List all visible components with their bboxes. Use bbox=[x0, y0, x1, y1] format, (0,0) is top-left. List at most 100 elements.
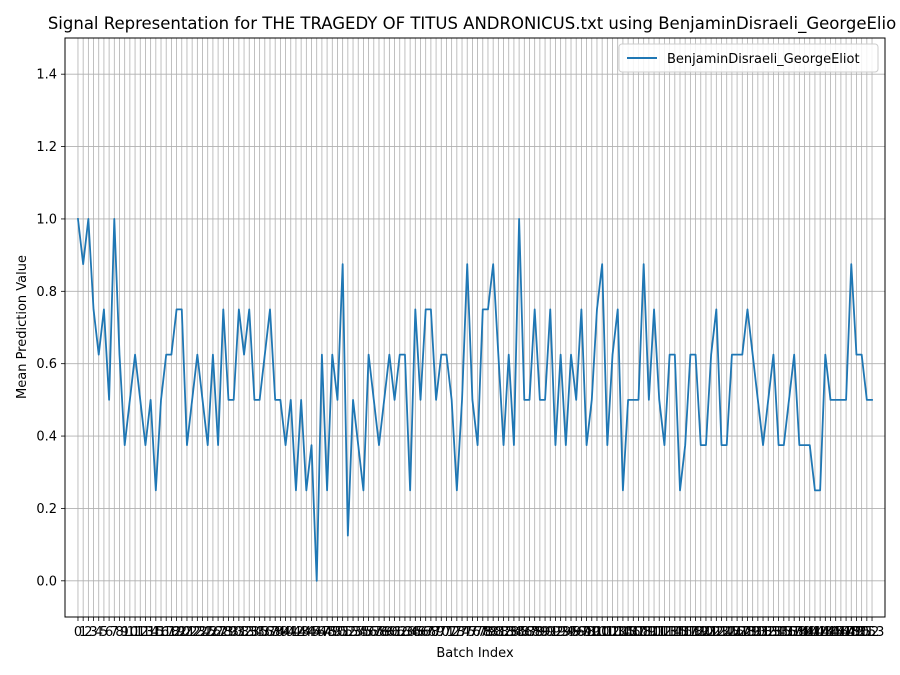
data-point bbox=[570, 354, 572, 356]
x-tick-label: 14 bbox=[142, 625, 159, 640]
data-point bbox=[357, 444, 359, 446]
data-point bbox=[471, 399, 473, 401]
data-point bbox=[285, 444, 287, 446]
x-tick-label: 11 bbox=[127, 625, 144, 640]
x-tick-label: 146 bbox=[823, 625, 848, 640]
x-tick-label: 67 bbox=[417, 625, 434, 640]
x-tick-label: 128 bbox=[730, 625, 755, 640]
x-tick-label: 139 bbox=[787, 625, 812, 640]
data-point bbox=[700, 444, 702, 446]
data-point bbox=[482, 308, 484, 310]
data-point bbox=[212, 354, 214, 356]
x-tick-label: 104 bbox=[605, 625, 630, 640]
data-point bbox=[726, 444, 728, 446]
data-point bbox=[518, 218, 520, 220]
y-tick-label: 1.2 bbox=[36, 140, 57, 155]
legend: BenjaminDisraeli_GeorgeEliot bbox=[618, 43, 879, 73]
x-tick-label: 7 bbox=[110, 625, 118, 640]
data-point bbox=[746, 308, 748, 310]
data-point bbox=[617, 308, 619, 310]
data-point bbox=[835, 399, 837, 401]
x-tick-label: 65 bbox=[407, 625, 424, 640]
data-point bbox=[575, 399, 577, 401]
x-tick-label: 28 bbox=[215, 625, 232, 640]
x-tick-label: 39 bbox=[272, 625, 289, 640]
data-point bbox=[170, 354, 172, 356]
x-tick-label: 9 bbox=[121, 625, 129, 640]
x-tick-label: 5 bbox=[100, 625, 108, 640]
data-point bbox=[222, 308, 224, 310]
x-tick-label: 42 bbox=[288, 625, 305, 640]
data-point bbox=[508, 354, 510, 356]
x-tick-label: 29 bbox=[220, 625, 237, 640]
x-tick-label: 20 bbox=[173, 625, 190, 640]
x-tick-label: 100 bbox=[585, 625, 610, 640]
y-tick-label: 0.4 bbox=[36, 430, 57, 445]
data-point bbox=[778, 444, 780, 446]
x-tick-label: 127 bbox=[725, 625, 750, 640]
data-point bbox=[669, 354, 671, 356]
x-axis-label: Batch Index bbox=[436, 646, 514, 661]
x-tick-label: 122 bbox=[699, 625, 724, 640]
data-point bbox=[368, 354, 370, 356]
data-point bbox=[124, 444, 126, 446]
data-point bbox=[549, 308, 551, 310]
data-point bbox=[399, 354, 401, 356]
y-axis-label: Mean Prediction Value bbox=[15, 255, 30, 399]
data-point bbox=[155, 489, 157, 491]
x-tick-label: 102 bbox=[595, 625, 620, 640]
x-tick-label: 115 bbox=[662, 625, 687, 640]
x-tick-label: 150 bbox=[844, 625, 869, 640]
x-tick-label: 114 bbox=[657, 625, 682, 640]
data-point bbox=[144, 444, 146, 446]
x-tick-label: 93 bbox=[552, 625, 569, 640]
x-tick-label: 82 bbox=[495, 625, 512, 640]
x-tick-label: 33 bbox=[241, 625, 258, 640]
x-tick-label: 49 bbox=[324, 625, 341, 640]
y-tick-label: 0.2 bbox=[36, 502, 57, 517]
x-tick-label: 48 bbox=[319, 625, 336, 640]
data-point bbox=[845, 399, 847, 401]
x-tick-label: 138 bbox=[782, 625, 807, 640]
x-tick-label: 31 bbox=[231, 625, 248, 640]
data-point bbox=[108, 399, 110, 401]
x-tick-label: 145 bbox=[818, 625, 843, 640]
data-point bbox=[612, 354, 614, 356]
data-point bbox=[819, 489, 821, 491]
x-tick-label: 96 bbox=[568, 625, 585, 640]
data-point bbox=[503, 444, 505, 446]
data-point bbox=[695, 354, 697, 356]
data-point bbox=[715, 308, 717, 310]
data-point bbox=[866, 399, 868, 401]
data-point bbox=[409, 489, 411, 491]
data-point bbox=[336, 399, 338, 401]
x-tick-label: 83 bbox=[500, 625, 517, 640]
x-tick-label: 143 bbox=[808, 625, 833, 640]
data-point bbox=[430, 308, 432, 310]
x-tick-label: 123 bbox=[704, 625, 729, 640]
x-tick-label: 68 bbox=[423, 625, 440, 640]
x-tick-label: 109 bbox=[631, 625, 656, 640]
data-point bbox=[196, 354, 198, 356]
data-point bbox=[300, 399, 302, 401]
data-point bbox=[741, 354, 743, 356]
x-tick-label: 69 bbox=[428, 625, 445, 640]
data-point bbox=[316, 580, 318, 582]
data-point bbox=[705, 444, 707, 446]
data-point bbox=[295, 489, 297, 491]
x-tick-label: 61 bbox=[386, 625, 403, 640]
y-tick-label: 1.0 bbox=[36, 212, 57, 227]
data-point bbox=[855, 354, 857, 356]
data-point bbox=[663, 444, 665, 446]
x-tick-label: 88 bbox=[526, 625, 543, 640]
y-tick-label: 0.0 bbox=[36, 574, 57, 589]
x-grid bbox=[77, 38, 873, 617]
x-tick-label: 70 bbox=[433, 625, 450, 640]
data-point bbox=[798, 444, 800, 446]
x-tick-label: 19 bbox=[168, 625, 185, 640]
data-point bbox=[150, 399, 152, 401]
x-tick-label: 107 bbox=[621, 625, 646, 640]
x-tick-label: 71 bbox=[438, 625, 455, 640]
x-tick-label: 120 bbox=[688, 625, 713, 640]
x-tick-label: 60 bbox=[381, 625, 398, 640]
